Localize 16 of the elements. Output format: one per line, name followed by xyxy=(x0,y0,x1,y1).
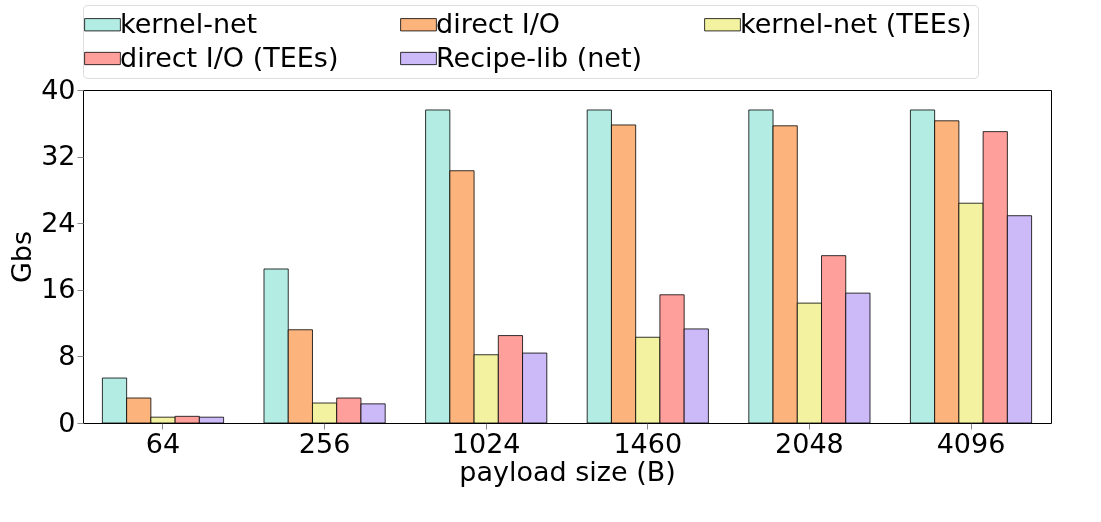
x-tick-label: 2048 xyxy=(775,427,844,459)
y-tick-label: 16 xyxy=(41,273,76,305)
x-tick-label: 64 xyxy=(145,427,181,459)
y-tick-label: 32 xyxy=(41,140,76,172)
legend-label: kernel-net (TEEs) xyxy=(740,7,972,39)
legend-label: direct I/O (TEEs) xyxy=(120,41,339,73)
y-tick-label: 8 xyxy=(58,339,76,371)
y-tick-label: 0 xyxy=(58,406,76,438)
y-axis-title: Gbs xyxy=(6,230,38,284)
legend-label: direct I/O xyxy=(436,7,561,39)
y-tick-label: 40 xyxy=(41,73,76,105)
x-tick-label: 256 xyxy=(298,427,351,459)
legend-label: Recipe-lib (net) xyxy=(436,41,643,73)
legend-label: kernel-net xyxy=(120,7,258,39)
x-tick-label: 4096 xyxy=(936,427,1006,459)
y-tick-label: 24 xyxy=(41,206,76,238)
